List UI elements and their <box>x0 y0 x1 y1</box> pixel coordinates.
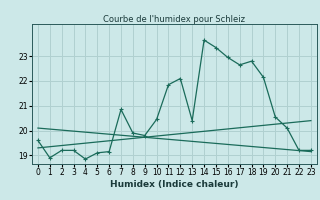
X-axis label: Humidex (Indice chaleur): Humidex (Indice chaleur) <box>110 180 239 189</box>
Title: Courbe de l'humidex pour Schleiz: Courbe de l'humidex pour Schleiz <box>103 15 245 24</box>
